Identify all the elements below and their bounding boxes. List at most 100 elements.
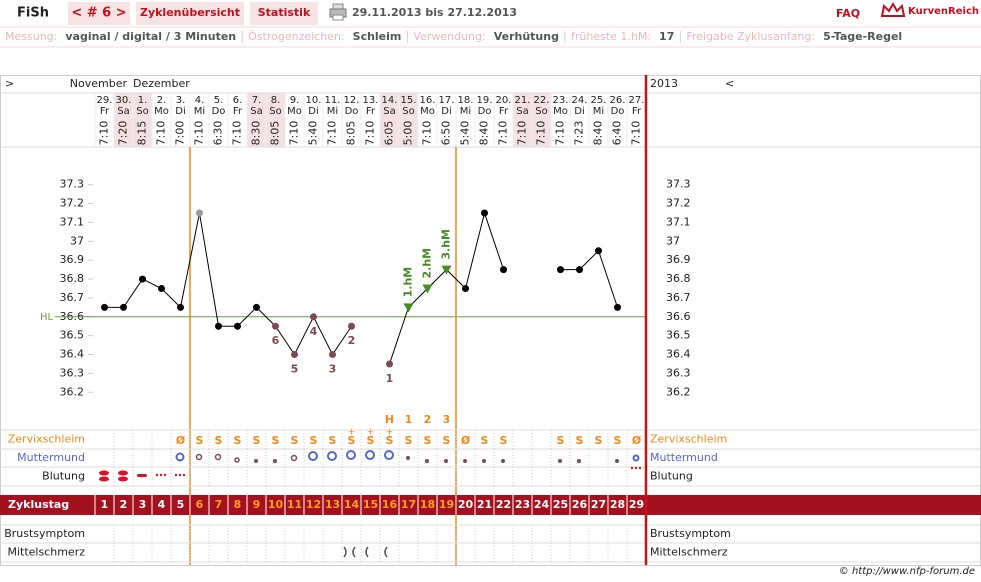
cycle-day: 1 <box>101 498 109 511</box>
day-label: 11. <box>325 95 341 106</box>
midpain <box>352 546 356 558</box>
day-label: 8. <box>271 95 281 106</box>
cycle-day: 2 <box>120 498 128 511</box>
time-label: 7:10 <box>155 121 168 146</box>
time-label: 6:40 <box>611 121 624 146</box>
row-label: Brustsymptom <box>4 527 85 540</box>
bleeding-icons <box>99 466 642 482</box>
bleeding-medium <box>137 474 147 477</box>
midpain <box>343 546 347 558</box>
peak-label: 3 <box>443 413 451 426</box>
cycle-day: 11 <box>287 498 302 511</box>
tab[interactable]: Statistik <box>258 6 311 19</box>
time-label: 7:10 <box>516 121 529 146</box>
cervix-value: S <box>348 434 356 447</box>
logo: FiSh <box>17 6 49 21</box>
day-label: 13. <box>363 95 379 106</box>
cervix-value: S <box>424 434 432 447</box>
info-bar: Messung: vaginal / digital / 3 Minuten Öst… <box>5 30 902 43</box>
time-label: 6:30 <box>212 121 225 146</box>
nav-next[interactable]: < <box>725 77 734 90</box>
cervix-value: S <box>272 434 280 447</box>
printer-icon[interactable] <box>329 3 347 21</box>
os-closed <box>254 459 258 463</box>
weekday-label: Fr <box>100 106 110 117</box>
tab[interactable]: Zyklenübersicht <box>140 6 240 19</box>
hm-label: 3.hM <box>440 229 453 260</box>
y-tick-label: 37.3 <box>60 178 85 191</box>
os-closed <box>425 459 429 463</box>
time-label: 7:10 <box>326 121 339 146</box>
cycle-day: 10 <box>268 498 284 511</box>
weekday-label: Mo <box>287 106 302 117</box>
cervix-value: S <box>481 434 489 447</box>
cycle-day: 19 <box>439 498 454 511</box>
time-label: 7:23 <box>573 121 586 146</box>
day-label: 30. <box>116 95 132 106</box>
brand[interactable]: KurvenReich <box>908 6 979 17</box>
temperature-point <box>177 303 184 311</box>
row-label: Zyklustag <box>8 498 69 511</box>
day-label: 17. <box>439 95 455 106</box>
weekday-label: So <box>402 106 414 117</box>
temperature-point <box>614 303 621 311</box>
temperature-point <box>595 247 602 255</box>
chart-frame <box>0 75 981 566</box>
temperature-point <box>234 322 241 330</box>
cycle-day: 27 <box>591 498 606 511</box>
day-label: 22. <box>534 95 550 106</box>
month-label: November <box>70 77 128 90</box>
weekday-label: Fr <box>233 106 243 117</box>
os-open <box>327 451 337 461</box>
os-closed <box>444 459 448 463</box>
os-medium <box>234 457 240 463</box>
cervix-plus: + <box>348 428 356 438</box>
info-value: Schleim <box>353 30 402 43</box>
weekend-shade <box>532 93 551 147</box>
os-closed <box>273 459 277 463</box>
low-label: 1 <box>386 372 394 385</box>
day-label: 1. <box>138 95 148 106</box>
crown-icon <box>880 1 906 17</box>
y-tick-label: 36.3 <box>666 366 691 379</box>
cycle-day: 13 <box>325 498 340 511</box>
weekday-label: Di <box>175 106 185 117</box>
cycle-day: 6 <box>196 498 204 511</box>
spotting <box>182 473 186 477</box>
tab-bg[interactable] <box>250 2 318 25</box>
cervix-value: S <box>310 434 318 447</box>
weekday-label: So <box>535 106 547 117</box>
os-closed <box>482 459 486 463</box>
row-label: Zervixschleim <box>650 433 727 446</box>
info-value: Verhütung <box>494 30 559 43</box>
os-open <box>365 450 375 460</box>
os-open <box>308 451 318 461</box>
nav-prev[interactable]: > <box>5 77 14 90</box>
weekday-label: Sa <box>383 106 395 117</box>
cervix-plus: + <box>367 428 375 438</box>
row-label: Muttermund <box>17 451 85 464</box>
day-label: 3. <box>176 95 186 106</box>
y-tick-label: 36.9 <box>666 253 691 266</box>
y-tick-label: 36.6 <box>666 310 691 323</box>
cycle-day: 17 <box>401 498 416 511</box>
y-tick-label: 36.4 <box>666 348 691 361</box>
cycle-day-band <box>0 495 981 515</box>
cycle-nav-bg[interactable] <box>68 2 130 25</box>
y-tick-label: 36.4 <box>60 348 85 361</box>
temperature-point <box>253 303 260 311</box>
time-label: 8:40 <box>592 121 605 146</box>
cycle-day: 20 <box>458 498 474 511</box>
faq-link[interactable]: FAQ <box>836 7 860 20</box>
weekday-label: Fr <box>632 106 642 117</box>
y-tick-label: 36.7 <box>60 291 85 304</box>
day-label: 10. <box>306 95 322 106</box>
info-label: früheste 1.hM: <box>571 30 651 43</box>
tab-bg[interactable] <box>136 2 244 25</box>
temperature-point <box>576 266 583 274</box>
bleeding-strong <box>118 476 128 482</box>
low-label: 2 <box>348 334 356 347</box>
row-label: Brustsymptom <box>650 527 731 540</box>
cycle-nav[interactable]: < # 6 > <box>71 6 126 21</box>
day-label: 12. <box>344 95 360 106</box>
